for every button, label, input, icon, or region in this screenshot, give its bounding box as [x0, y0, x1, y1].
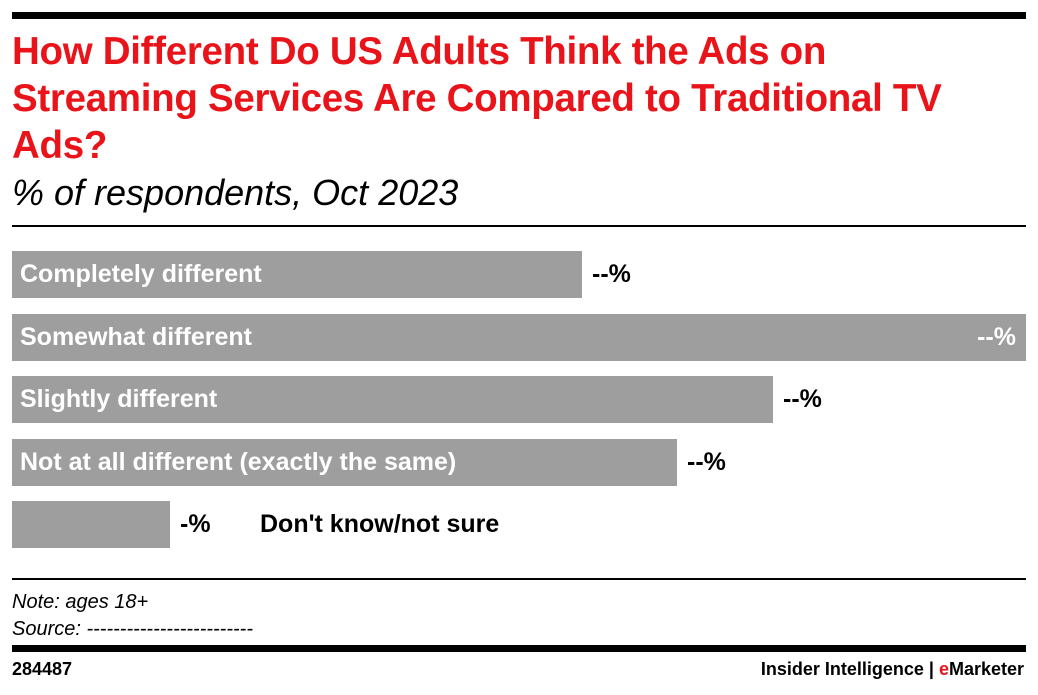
bar-value-label: --% [977, 323, 1016, 351]
bar-category-label: Don't know/not sure [260, 510, 500, 538]
brand-name-rest: Marketer [948, 659, 1024, 679]
chart-title: How Different Do US Adults Think the Ads… [12, 30, 942, 167]
bar-value-label: --% [592, 260, 631, 288]
brand-name: Insider Intelligence | [760, 659, 939, 679]
footer-rule [12, 578, 1026, 580]
bar-value-label: --% [783, 385, 822, 413]
bar-value-label: -% [180, 510, 211, 538]
bar [12, 251, 582, 298]
brand-logo: Insider Intelligence | eMarketer [761, 657, 1024, 681]
bar-value-label: --% [687, 448, 726, 476]
bar-category-label: Slightly different [20, 385, 218, 413]
bottom-rule [12, 645, 1026, 652]
chart-note: Note: ages 18+ [12, 591, 149, 613]
chart-source: Source: ------------------------- [12, 618, 253, 640]
subtitle-rule [12, 225, 1026, 227]
bar-category-label: Completely different [20, 260, 262, 288]
bar-category-label: Somewhat different [20, 323, 252, 351]
bar [12, 501, 170, 548]
top-rule [12, 12, 1026, 19]
brand-accent: e [938, 659, 949, 679]
chart-id: 284487 [12, 659, 73, 679]
bar [12, 314, 1026, 361]
chart-subtitle: % of respondents, Oct 2023 [12, 172, 459, 213]
bar-category-label: Not at all different (exactly the same) [20, 448, 457, 476]
bar [12, 439, 677, 486]
bar [12, 376, 773, 423]
